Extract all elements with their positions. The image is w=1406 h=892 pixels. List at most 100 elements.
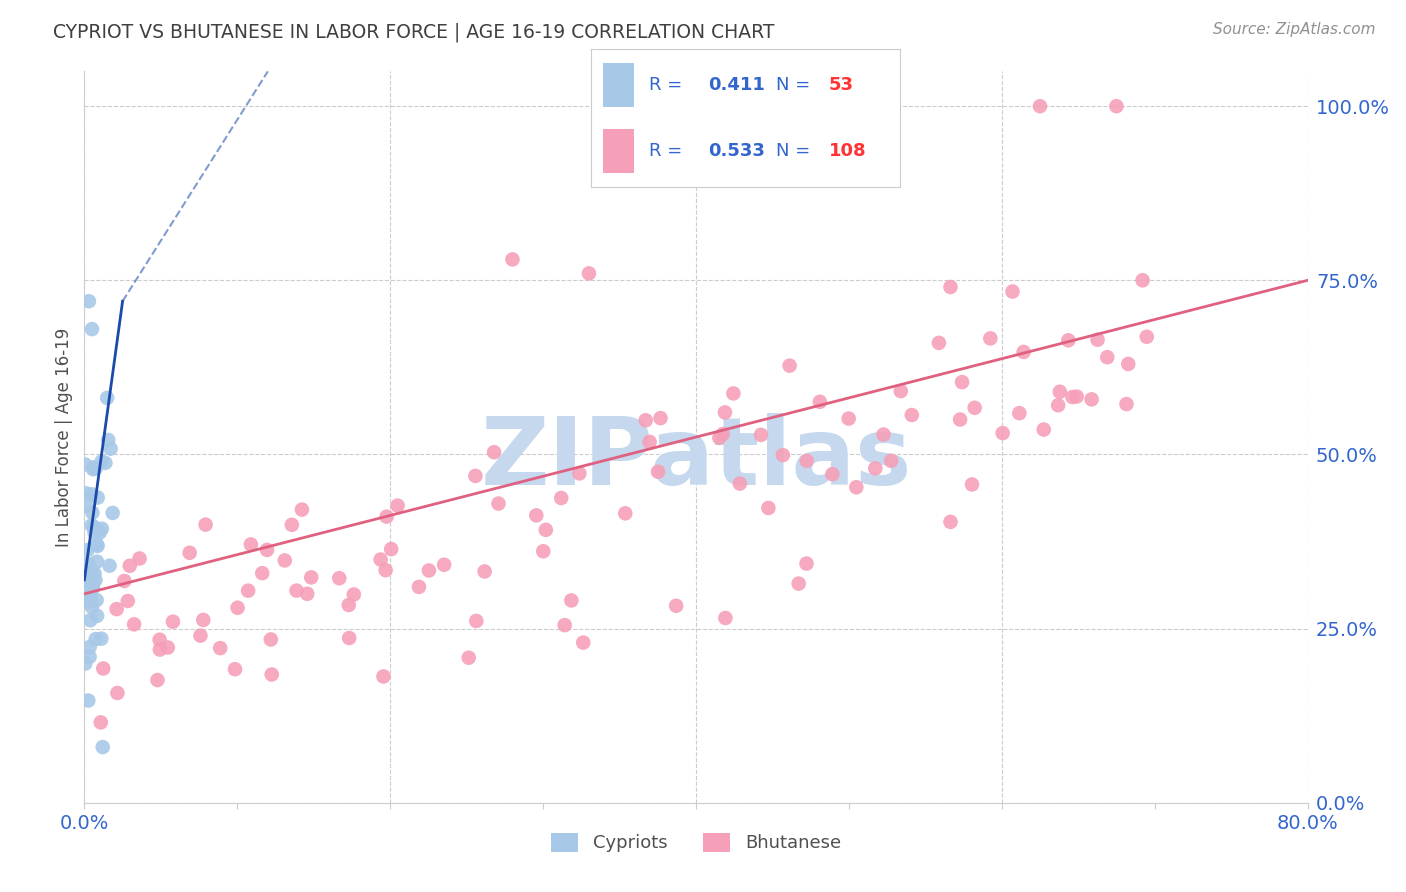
Point xyxy=(239,537,262,551)
Point xyxy=(112,574,135,588)
Point xyxy=(80,487,103,501)
Text: CYPRIOT VS BHUTANESE IN LABOR FORCE | AGE 16-19 CORRELATION CHART: CYPRIOT VS BHUTANESE IN LABOR FORCE | AG… xyxy=(53,22,775,42)
Point xyxy=(91,740,114,755)
Point xyxy=(534,523,557,537)
Text: Source: ZipAtlas.com: Source: ZipAtlas.com xyxy=(1212,22,1375,37)
Point xyxy=(190,629,212,643)
Point xyxy=(749,428,772,442)
Point xyxy=(960,477,983,491)
Point xyxy=(343,587,366,601)
Point xyxy=(82,460,104,475)
Point xyxy=(370,552,392,566)
Point xyxy=(75,499,97,513)
Point xyxy=(79,591,101,606)
Point xyxy=(502,252,524,267)
Point xyxy=(1032,423,1054,437)
Point xyxy=(79,640,101,654)
Point xyxy=(796,454,818,468)
Point xyxy=(156,640,179,655)
Point xyxy=(408,580,430,594)
Legend: Cypriots, Bhutanese: Cypriots, Bhutanese xyxy=(544,826,848,860)
Point xyxy=(84,461,107,475)
Point xyxy=(554,618,576,632)
Point xyxy=(723,386,745,401)
Point xyxy=(260,667,283,681)
Point xyxy=(950,375,973,389)
Point xyxy=(634,413,657,427)
Point xyxy=(274,553,297,567)
Point xyxy=(650,411,672,425)
Point xyxy=(97,433,120,447)
Point xyxy=(77,594,100,608)
Point xyxy=(560,593,582,607)
Point xyxy=(614,506,637,520)
Point xyxy=(83,520,105,534)
Point xyxy=(90,522,112,536)
Point xyxy=(146,673,169,687)
Point xyxy=(928,335,950,350)
Text: R =: R = xyxy=(650,76,689,94)
Point xyxy=(193,613,215,627)
Point xyxy=(226,600,249,615)
Point xyxy=(86,593,108,607)
Point xyxy=(82,577,104,591)
Point xyxy=(224,662,246,676)
Point xyxy=(80,568,103,582)
Point xyxy=(1097,350,1119,364)
Point xyxy=(758,500,780,515)
Point xyxy=(209,641,232,656)
Point xyxy=(162,615,184,629)
Point xyxy=(1116,357,1139,371)
Point xyxy=(86,555,108,569)
Point xyxy=(880,454,903,468)
Point xyxy=(76,542,98,557)
Point xyxy=(1008,406,1031,420)
Point xyxy=(1136,330,1159,344)
Point xyxy=(80,562,103,576)
Point xyxy=(1087,333,1109,347)
Text: N =: N = xyxy=(776,76,815,94)
Text: 108: 108 xyxy=(828,143,866,161)
Point xyxy=(1062,390,1084,404)
Point xyxy=(568,467,591,481)
Point xyxy=(991,426,1014,441)
Point xyxy=(457,650,479,665)
Point xyxy=(91,661,114,675)
Point xyxy=(107,686,129,700)
Point xyxy=(80,518,103,533)
Point xyxy=(337,631,360,645)
Point xyxy=(337,598,360,612)
Point xyxy=(75,486,97,500)
Point xyxy=(838,411,860,425)
Text: 0.411: 0.411 xyxy=(709,76,765,94)
Point xyxy=(1047,398,1070,412)
Point xyxy=(779,359,801,373)
Point xyxy=(787,576,810,591)
Y-axis label: In Labor Force | Age 16-19: In Labor Force | Age 16-19 xyxy=(55,327,73,547)
Point xyxy=(236,583,259,598)
Point xyxy=(117,594,139,608)
Point xyxy=(979,331,1001,345)
Point xyxy=(82,581,104,595)
Point xyxy=(149,642,172,657)
Bar xyxy=(603,62,634,107)
Point xyxy=(890,384,912,398)
Point xyxy=(572,635,595,649)
Point xyxy=(328,571,350,585)
Point xyxy=(1001,285,1024,299)
Point xyxy=(79,649,101,664)
Point xyxy=(1066,390,1088,404)
Point xyxy=(98,558,121,573)
Point xyxy=(76,563,98,577)
Point xyxy=(1115,397,1137,411)
Point xyxy=(75,657,97,671)
Point xyxy=(418,564,440,578)
Point xyxy=(373,669,395,683)
Text: R =: R = xyxy=(650,143,689,161)
Point xyxy=(77,557,100,571)
Point xyxy=(482,445,505,459)
Point xyxy=(96,391,118,405)
Point xyxy=(77,693,100,707)
Text: N =: N = xyxy=(776,143,815,161)
Point xyxy=(524,508,547,523)
